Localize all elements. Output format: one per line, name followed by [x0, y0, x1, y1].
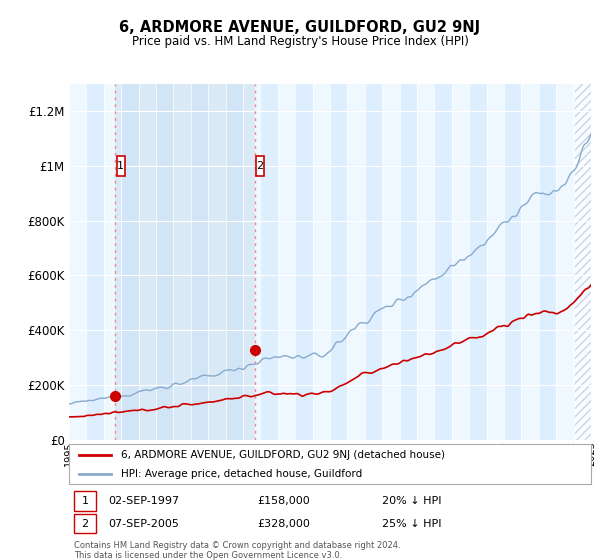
Bar — [243, 84, 260, 440]
Text: 20% ↓ HPI: 20% ↓ HPI — [382, 496, 442, 506]
Text: 6, ARDMORE AVENUE, GUILDFORD, GU2 9NJ: 6, ARDMORE AVENUE, GUILDFORD, GU2 9NJ — [119, 20, 481, 35]
Bar — [69, 84, 86, 440]
Bar — [556, 84, 574, 440]
Bar — [139, 84, 156, 440]
Bar — [452, 84, 469, 440]
Bar — [313, 84, 330, 440]
Bar — [417, 84, 434, 440]
Bar — [278, 84, 295, 440]
Bar — [574, 84, 591, 440]
FancyBboxPatch shape — [117, 156, 125, 176]
Bar — [104, 84, 121, 440]
FancyBboxPatch shape — [74, 492, 96, 511]
Text: £158,000: £158,000 — [257, 496, 310, 506]
Text: 1: 1 — [82, 496, 89, 506]
Bar — [115, 84, 254, 440]
Text: 07-SEP-2005: 07-SEP-2005 — [108, 519, 179, 529]
Bar — [521, 84, 539, 440]
Bar — [173, 84, 191, 440]
Text: Price paid vs. HM Land Registry's House Price Index (HPI): Price paid vs. HM Land Registry's House … — [131, 35, 469, 48]
Bar — [208, 84, 226, 440]
Text: 25% ↓ HPI: 25% ↓ HPI — [382, 519, 442, 529]
Bar — [347, 84, 365, 440]
Bar — [382, 84, 400, 440]
FancyBboxPatch shape — [256, 156, 264, 176]
Text: 02-SEP-1997: 02-SEP-1997 — [108, 496, 179, 506]
Text: £328,000: £328,000 — [257, 519, 310, 529]
Text: HPI: Average price, detached house, Guildford: HPI: Average price, detached house, Guil… — [121, 469, 362, 478]
FancyBboxPatch shape — [74, 514, 96, 533]
Text: 6, ARDMORE AVENUE, GUILDFORD, GU2 9NJ (detached house): 6, ARDMORE AVENUE, GUILDFORD, GU2 9NJ (d… — [121, 450, 445, 460]
Text: 2: 2 — [256, 161, 263, 171]
Bar — [487, 84, 504, 440]
Text: 2: 2 — [82, 519, 89, 529]
Text: Contains HM Land Registry data © Crown copyright and database right 2024.
This d: Contains HM Land Registry data © Crown c… — [74, 540, 401, 560]
Text: 1: 1 — [117, 161, 124, 171]
